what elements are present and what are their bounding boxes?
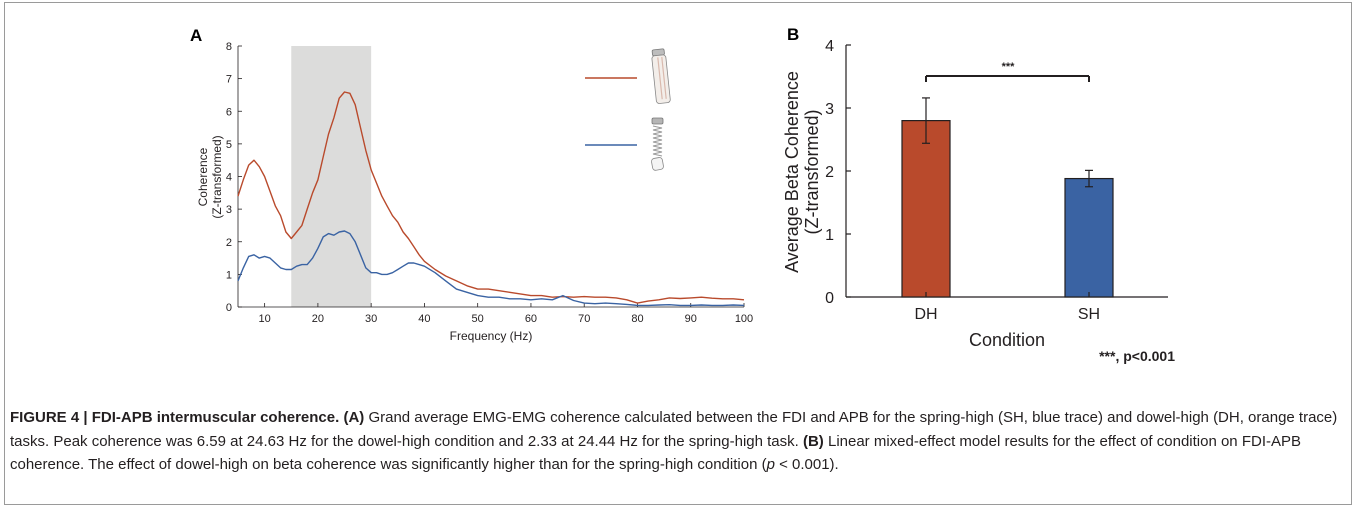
sh-bar xyxy=(1064,177,1114,298)
panel-b-label: B xyxy=(787,25,799,44)
caption-p-symbol: p xyxy=(766,456,775,473)
caption-b-text: Linear mixed-effect model results for th… xyxy=(10,432,1301,474)
panel-b-ylabel: Average Beta Coherence (Z-transformed) xyxy=(782,71,822,273)
panel-b-bar-chart: B 0 1 2 3 4 DH SH Average Beta Coherence (Z-tr… xyxy=(782,25,1175,364)
panel-a-y-tick-label: 1 xyxy=(226,269,232,281)
panel-b-ylabel-line: (Z-transformed) xyxy=(802,109,822,234)
panel-a-x-tick-label: 10 xyxy=(259,313,271,325)
panel-b-ylabel-line: Average Beta Coherence xyxy=(782,71,802,273)
panel-a-x-tick-label: 70 xyxy=(578,313,590,325)
panel-a-y-tick-label: 5 xyxy=(226,139,232,151)
spring-icon xyxy=(651,117,664,171)
significance-marker: *** xyxy=(1002,61,1016,73)
panel-a-x-tick-label: 30 xyxy=(365,313,377,325)
panel-a-x-tick-label: 50 xyxy=(472,313,484,325)
panel-a-axes: 0 1 2 3 4 5 6 7 8 10 20 30 40 50 60 70 80 90 100 xyxy=(226,41,753,325)
caption-a-label: (A) xyxy=(343,409,365,426)
panel-a-x-tick-label: 60 xyxy=(525,313,537,325)
panel-a-label: A xyxy=(190,26,202,45)
panel-a-x-tick-label: 100 xyxy=(735,313,753,325)
panel-a-x-tick-label: 40 xyxy=(418,313,430,325)
significance-footnote: ***, p<0.001 xyxy=(1099,348,1175,364)
panel-b-y-tick-label: 2 xyxy=(825,164,834,181)
beta-band-shading xyxy=(291,46,372,307)
caption-figure-label: FIGURE 4 | FDI-APB intermuscular coheren… xyxy=(10,409,340,426)
panel-a-xlabel: Frequency (Hz) xyxy=(450,329,533,343)
panel-a-ylabel: Coherence (Z-transformed) xyxy=(196,135,224,218)
panel-a-ylabel-line: Coherence xyxy=(196,147,210,206)
sh-coherence-line xyxy=(237,230,745,307)
panel-a-x-tick-label: 20 xyxy=(312,313,324,325)
panel-a-y-tick-label: 3 xyxy=(226,204,232,216)
dowel-icon xyxy=(651,48,671,104)
caption-p-tail: < 0.001). xyxy=(774,456,839,473)
panel-a-y-tick-label: 4 xyxy=(226,172,232,184)
panel-b-bars: DH SH xyxy=(901,97,1114,323)
dh-coherence-line xyxy=(237,91,745,304)
panel-b-axes: 0 1 2 3 4 xyxy=(825,38,1168,307)
figure-caption: FIGURE 4 | FDI-APB intermuscular coheren… xyxy=(10,406,1345,477)
panel-a-y-tick-label: 8 xyxy=(226,41,232,53)
panel-a-legend xyxy=(585,48,671,171)
panel-b-x-tick-label: DH xyxy=(914,306,937,323)
panel-a-x-tick-label: 80 xyxy=(631,313,643,325)
panel-a-x-tick-label: 90 xyxy=(685,313,697,325)
panel-a-y-tick-label: 6 xyxy=(226,106,232,118)
panel-a-series xyxy=(237,91,745,307)
dh-bar xyxy=(901,119,951,298)
panel-b-y-tick-label: 1 xyxy=(825,227,834,244)
caption-b-label: (B) xyxy=(802,432,824,450)
panel-a-y-tick-label: 0 xyxy=(226,302,232,314)
panel-b-xlabel: Condition xyxy=(969,330,1045,350)
panel-a-y-tick-label: 7 xyxy=(226,74,232,86)
panel-a-line-chart: A 0 1 2 3 4 5 6 7 8 10 20 30 40 50 60 70 80 90 100 Coheren… xyxy=(190,26,753,343)
figure-frame xyxy=(4,2,1352,505)
caption-a-text: Grand average EMG-EMG coherence calculat… xyxy=(10,409,1338,450)
panel-a-y-tick-label: 2 xyxy=(226,237,232,249)
panel-b-x-tick-label: SH xyxy=(1078,306,1100,323)
panel-b-y-tick-label: 3 xyxy=(825,101,834,118)
panel-b-y-tick-label: 0 xyxy=(825,290,834,307)
panel-b-y-tick-label: 4 xyxy=(825,38,834,55)
panel-a-ylabel-line: (Z-transformed) xyxy=(210,135,224,218)
